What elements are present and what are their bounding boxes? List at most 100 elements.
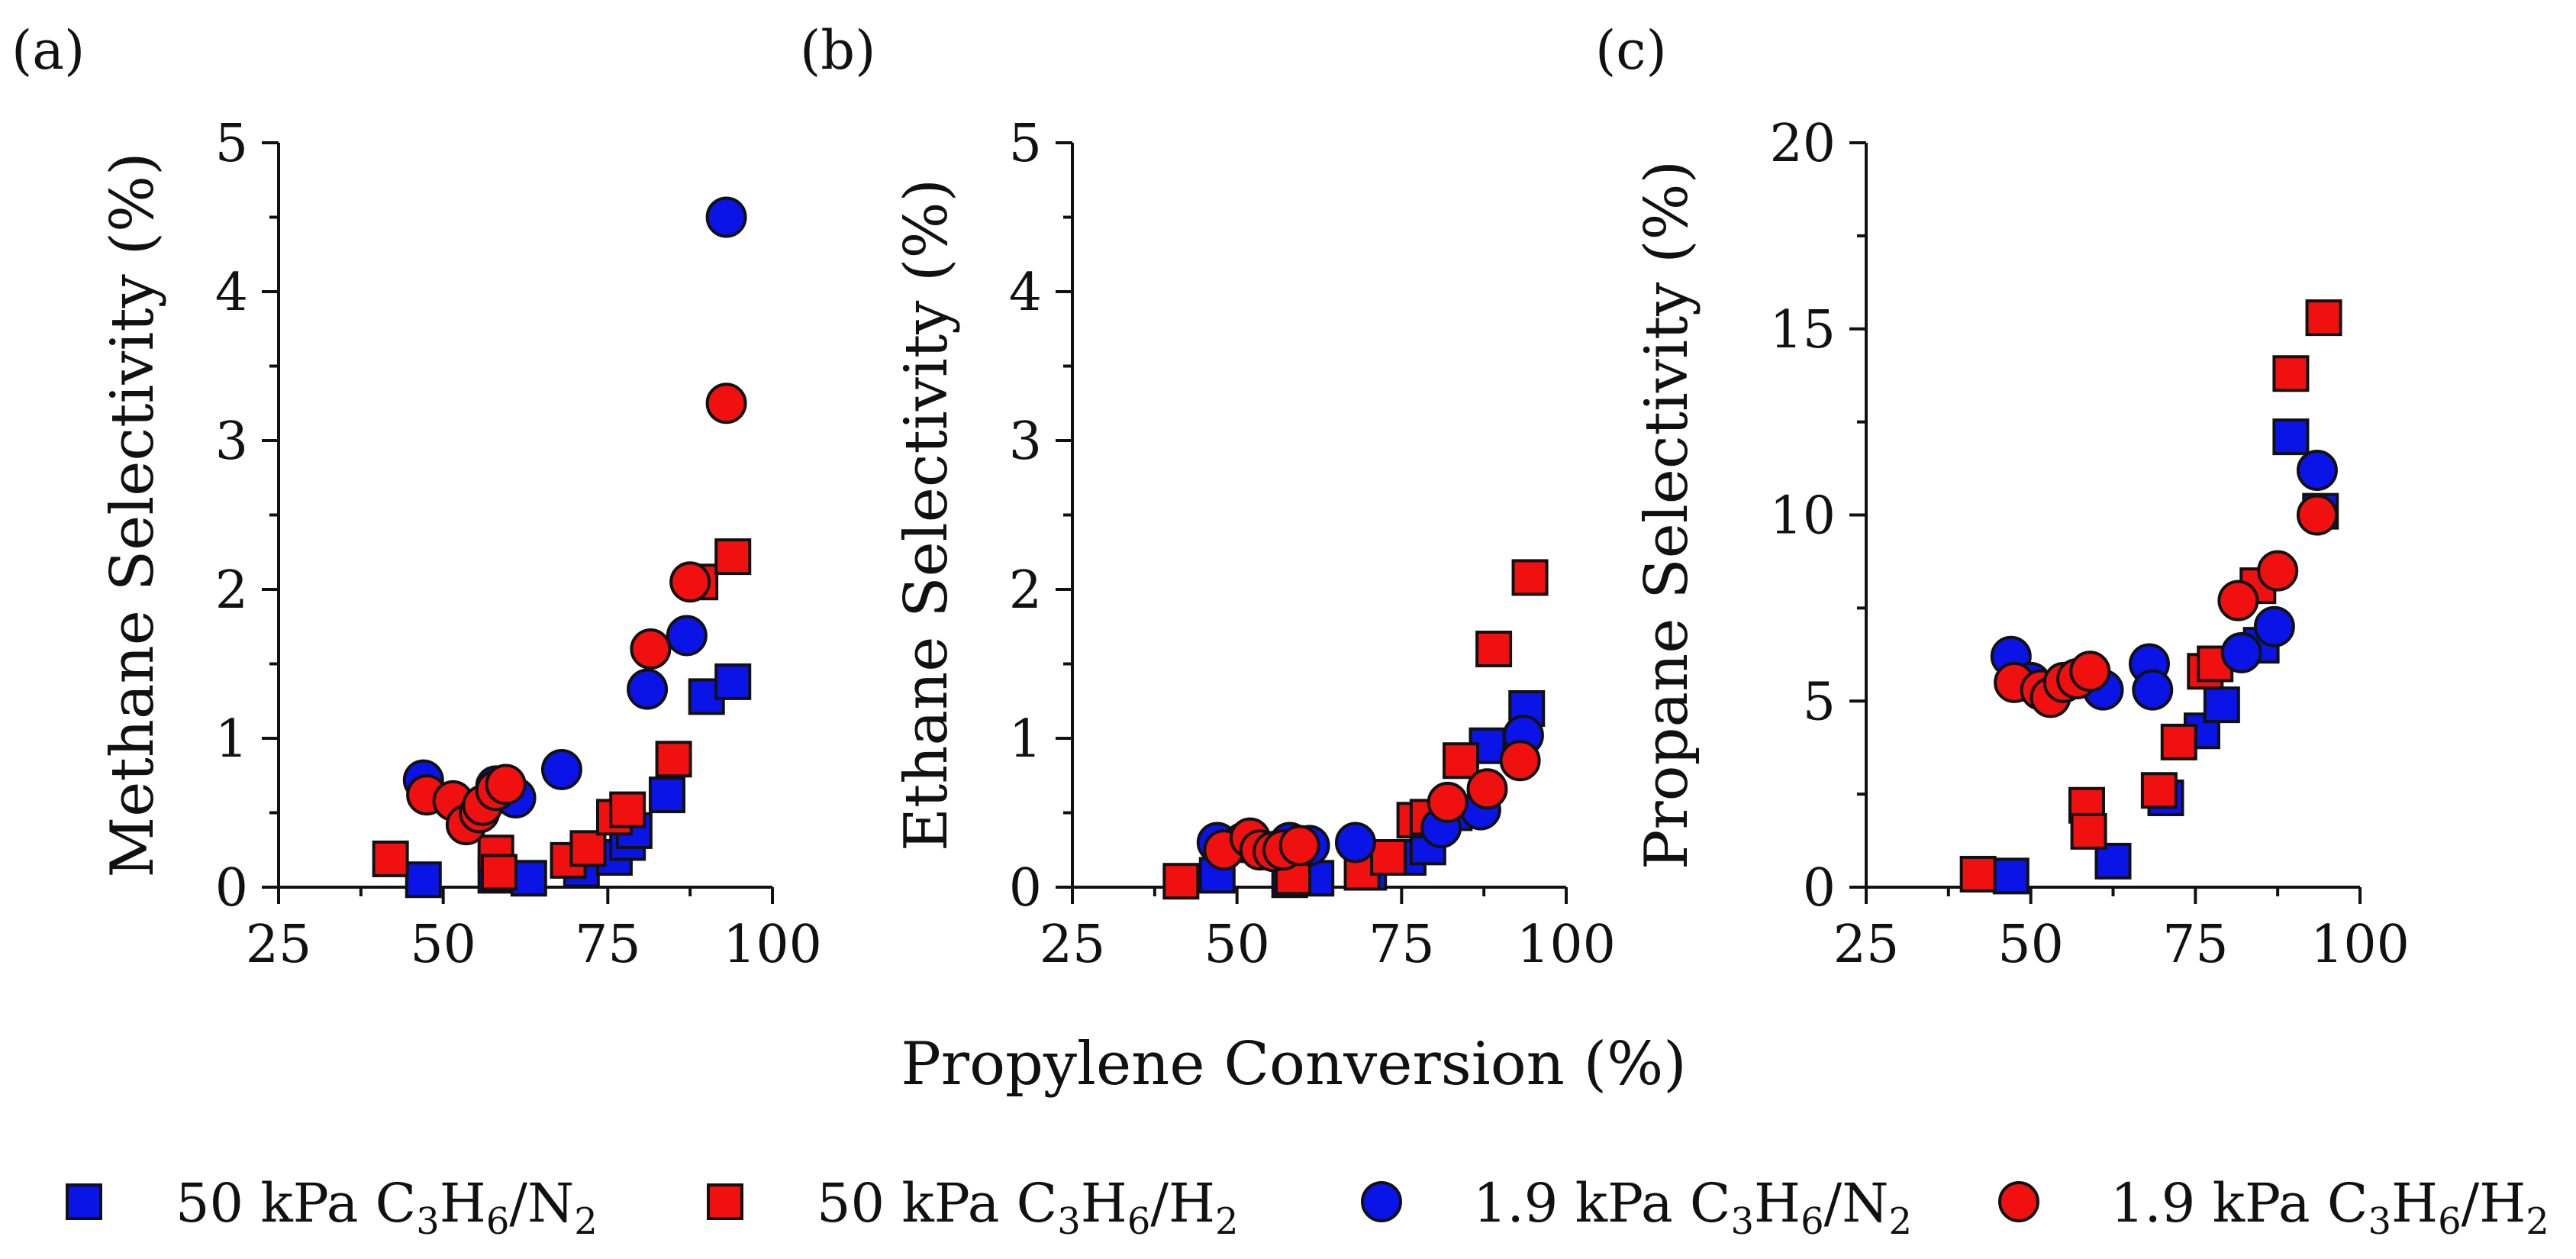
y-axis-title: Ethane Selectivity (%) — [892, 179, 961, 851]
data-point-square — [1475, 631, 1513, 667]
series-50-kpa-c3h6-h2 — [1959, 299, 2342, 893]
data-point-square — [2160, 723, 2197, 760]
legend-label: 50 kPa C3H6/N2 — [176, 1172, 598, 1243]
legend-square-marker — [707, 1183, 743, 1220]
data-point-circle — [1278, 825, 1320, 867]
data-point-square — [2070, 812, 2107, 850]
data-point-circle — [630, 628, 672, 670]
y-tick-label: 0 — [215, 858, 248, 918]
data-point-circle — [2132, 669, 2174, 711]
data-point-square — [2094, 842, 2132, 880]
data-point-circle — [1466, 768, 1508, 810]
y-tick-label: 15 — [1769, 300, 1836, 360]
y-tick-label: 5 — [215, 114, 248, 174]
y-tick-label: 5 — [1803, 672, 1836, 732]
panel-label: (a) — [11, 19, 85, 82]
x-tick-label: 100 — [1517, 915, 1616, 975]
data-point-square — [648, 776, 685, 814]
x-tick-label: 75 — [575, 915, 641, 975]
data-point-circle — [2296, 494, 2338, 536]
y-tick-label: 3 — [215, 412, 248, 472]
data-point-circle — [2253, 605, 2295, 647]
shared-x-axis-title: Propylene Conversion (%) — [901, 1030, 1686, 1099]
x-tick-label: 75 — [2162, 915, 2229, 975]
legend-label: 50 kPa C3H6/H2 — [817, 1172, 1239, 1243]
x-tick-label: 50 — [1997, 915, 2064, 975]
data-point-square — [1959, 855, 1997, 893]
y-tick-label: 4 — [1009, 263, 1042, 323]
y-tick-label: 20 — [1769, 114, 1836, 174]
legend-entry: 50 kPa C3H6/N2 — [66, 1172, 598, 1243]
data-point-square — [480, 854, 517, 891]
legend-label: 1.9 kPa C3H6/H2 — [2110, 1172, 2549, 1243]
data-point-square — [609, 791, 646, 828]
data-point-circle — [485, 763, 527, 805]
panel-label: (b) — [800, 19, 875, 82]
data-point-circle — [2296, 450, 2338, 491]
series-1-9-kpa-c3h6-h2 — [1994, 494, 2338, 718]
legend-square-marker — [66, 1183, 102, 1220]
data-point-square — [1370, 839, 1407, 876]
data-point-circle — [669, 561, 711, 603]
data-point-square — [510, 860, 547, 897]
y-tick-label: 5 — [1009, 114, 1042, 174]
y-tick-label: 0 — [1803, 858, 1836, 918]
data-point-square — [569, 830, 607, 867]
data-point-square — [405, 861, 442, 899]
y-tick-label: 2 — [1009, 560, 1042, 621]
data-point-circle — [666, 615, 708, 657]
data-point-square — [2140, 772, 2178, 809]
data-point-square — [2272, 355, 2310, 392]
data-point-circle — [705, 196, 747, 238]
x-tick-label: 25 — [1833, 915, 1900, 975]
data-point-circle — [705, 383, 747, 425]
data-point-square — [1442, 742, 1479, 780]
data-point-square — [372, 840, 409, 877]
data-point-square — [1992, 857, 2030, 895]
legend-entry: 1.9 kPa C3H6/H2 — [1998, 1172, 2549, 1243]
x-tick-label: 50 — [410, 915, 476, 975]
legend: 50 kPa C3H6/N2 50 kPa C3H6/H2 1.9 kPa C3H6… — [66, 1172, 2549, 1243]
y-tick-label: 10 — [1769, 486, 1836, 547]
y-tick-label: 4 — [215, 263, 248, 323]
data-point-circle — [2069, 650, 2111, 692]
panel-label: (c) — [1595, 19, 1667, 82]
data-point-square — [655, 741, 692, 778]
data-point-square — [2305, 299, 2342, 337]
data-point-square — [1162, 863, 1200, 900]
x-tick-label: 100 — [2310, 915, 2410, 975]
y-tick-label: 1 — [1009, 709, 1042, 770]
legend-entry: 50 kPa C3H6/H2 — [707, 1172, 1239, 1243]
x-tick-label: 25 — [246, 915, 312, 975]
data-point-circle — [1427, 781, 1469, 823]
x-tick-label: 50 — [1204, 915, 1270, 975]
data-point-square — [714, 663, 752, 700]
data-point-circle — [1499, 740, 1541, 782]
y-tick-label: 1 — [215, 709, 248, 770]
data-point-square — [2272, 418, 2310, 456]
y-tick-label: 2 — [215, 560, 248, 621]
panel-b: (b) 0 1 2 3 4 5 25 50 75 100 Ethane Selectivity (%) — [800, 19, 1616, 975]
panel-c: (c) 0 5 10 15 20 25 50 75 100 Propane Selectivity … — [1595, 19, 2410, 975]
legend-entry: 1.9 kPa C3H6/N2 — [1361, 1172, 1912, 1243]
series-50-kpa-c3h6-h2 — [372, 538, 752, 891]
data-point-square — [714, 538, 752, 576]
x-tick-label: 100 — [723, 915, 822, 975]
y-tick-label: 3 — [1009, 412, 1042, 472]
data-point-square — [2203, 686, 2240, 724]
x-tick-label: 25 — [1040, 915, 1106, 975]
y-axis-title: Methane Selectivity (%) — [98, 152, 167, 877]
legend-circle-marker — [1998, 1181, 2039, 1222]
y-axis-title: Propane Selectivity (%) — [1633, 160, 1701, 870]
legend-circle-marker — [1361, 1181, 1402, 1222]
series-1-9-kpa-c3h6-h2 — [1203, 740, 1541, 873]
data-point-circle — [627, 668, 669, 710]
x-tick-label: 75 — [1369, 915, 1435, 975]
panel-a: (a) 0 1 2 3 4 5 25 50 75 100 Methane Selectivity (%… — [11, 19, 822, 975]
data-point-circle — [540, 748, 582, 790]
data-point-square — [1511, 559, 1549, 596]
series-1-9-kpa-c3h6-n2 — [402, 196, 747, 818]
data-point-circle — [2257, 550, 2299, 592]
data-point-circle — [2220, 631, 2262, 673]
